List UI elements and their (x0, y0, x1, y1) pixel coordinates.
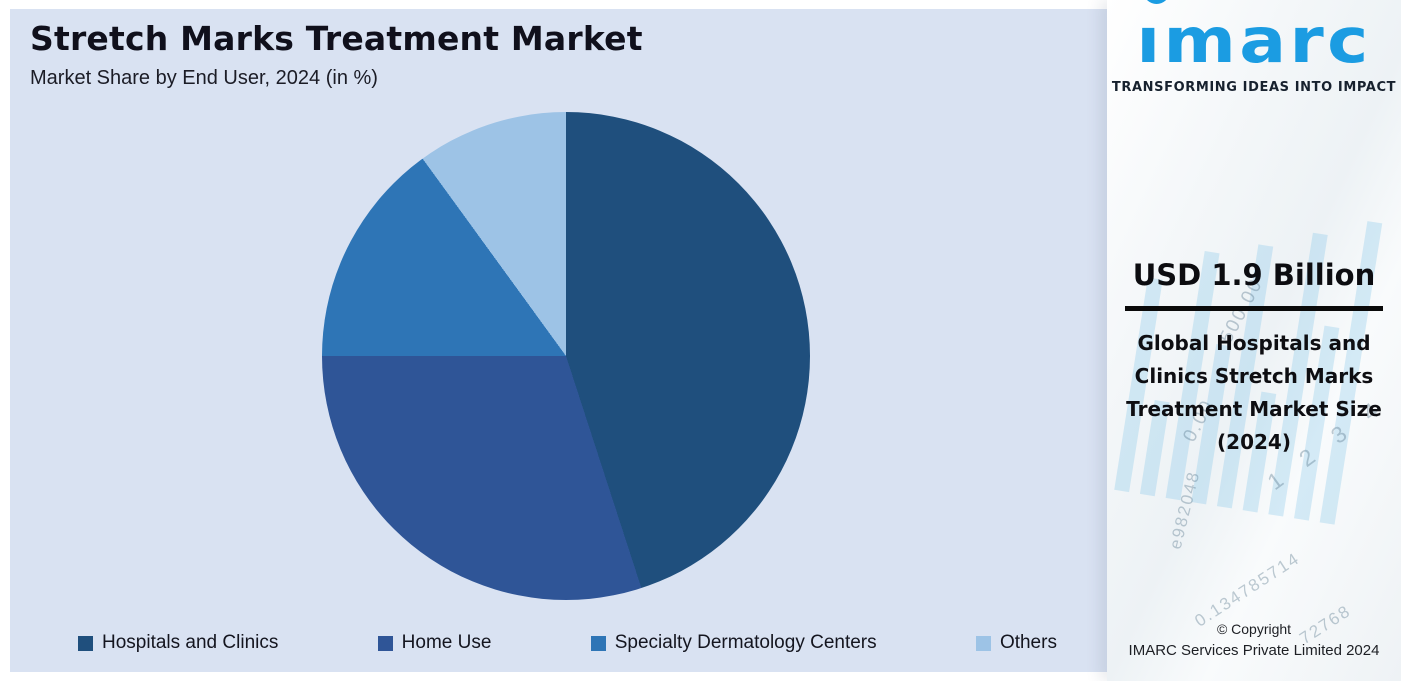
legend-swatch-home-use (377, 635, 393, 651)
copyright: © Copyright IMARC Services Private Limit… (1107, 621, 1401, 659)
logo-i-dot-icon (1144, 0, 1169, 4)
divider (1125, 306, 1383, 311)
page-title: Stretch Marks Treatment Market (30, 19, 643, 58)
chart-panel: Stretch Marks Treatment Market Market Sh… (10, 9, 1107, 672)
legend-label: Specialty Dermatology Centers (614, 632, 877, 653)
market-size-highlight: USD 1.9 Billion Global Hospitals and Cli… (1107, 258, 1401, 459)
market-size-value: USD 1.9 Billion (1132, 258, 1376, 292)
legend-item-hospitals-and-clinics: Hospitals and Clinics (78, 632, 278, 654)
legend-swatch-specialty-dermatology-centers (590, 635, 606, 651)
pie-chart (322, 112, 810, 600)
copyright-line2: IMARC Services Private Limited 2024 (1128, 642, 1380, 659)
legend-item-home-use: Home Use (377, 632, 492, 654)
legend-swatch-hospitals-and-clinics (78, 635, 93, 651)
legend-swatch-others (975, 635, 991, 651)
imarc-logo-text: ımarc (1136, 0, 1371, 72)
legend-item-others: Others (975, 632, 1057, 654)
legend: Hospitals and Clinics Home Use Specialty… (78, 632, 1057, 654)
legend-label: Others (999, 632, 1057, 653)
page-subtitle: Market Share by End User, 2024 (in %) (30, 67, 378, 89)
imarc-logo: ımarc TRANSFORMING IDEAS INTO IMPACT (1107, 0, 1401, 95)
legend-label: Home Use (401, 632, 492, 653)
header: Stretch Marks Treatment Market Market Sh… (30, 19, 643, 90)
chart-area: Stretch Marks Treatment Market Market Sh… (10, 9, 1107, 672)
copyright-line1: © Copyright (1216, 621, 1292, 637)
watermark-text: 0.134785714 (1191, 548, 1304, 631)
legend-item-specialty-dermatology-centers: Specialty Dermatology Centers (590, 632, 877, 654)
market-size-description: Global Hospitals and Clinics Stretch Mar… (1126, 331, 1382, 421)
sidebar: 1 2 3 4 500.00 0.00 e982048 0.134785714 … (1107, 0, 1401, 681)
legend-label: Hospitals and Clinics (102, 632, 279, 653)
market-size-year: (2024) (1217, 430, 1291, 454)
logo-tagline: TRANSFORMING IDEAS INTO IMPACT (1111, 80, 1397, 95)
